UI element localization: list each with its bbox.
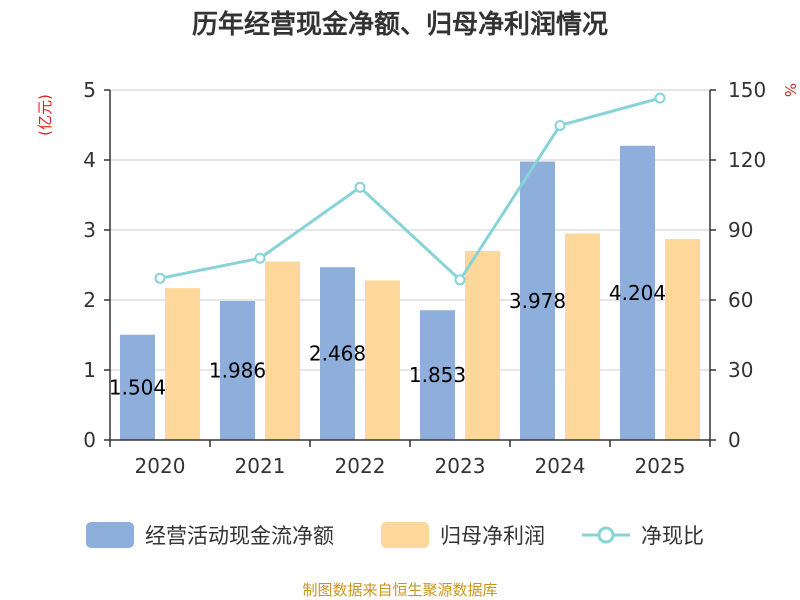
- bar-net-profit-2022: [365, 280, 400, 440]
- data-label-cash-flow-2020: 1.504: [109, 375, 166, 399]
- left-axis-tick-label: 4: [83, 148, 96, 172]
- right-axis-tick-label: 150: [728, 78, 766, 102]
- bar-net-profit-2025: [665, 239, 700, 440]
- right-axis-tick-label: 90: [728, 218, 753, 242]
- data-label-cash-flow-2022: 2.468: [309, 342, 366, 366]
- data-label-cash-flow-2024: 3.978: [509, 289, 566, 313]
- legend-swatch-net-profit: [381, 522, 429, 548]
- ratio-point-2021: [254, 252, 266, 264]
- ratio-point-2020: [154, 272, 166, 284]
- left-axis-unit: (亿元): [36, 94, 54, 136]
- net-profit-bars: [165, 233, 700, 440]
- ratio-point-2022: [354, 181, 366, 193]
- right-axis-unit: %: [781, 83, 799, 97]
- ratio-point-2024: [554, 119, 566, 131]
- ratio-point-2025: [654, 92, 666, 104]
- bar-cash-flow-2024: [520, 161, 555, 441]
- legend-marker-ratio: [597, 526, 615, 544]
- chart-title: 历年经营现金净额、归母净利润情况: [192, 9, 608, 40]
- data-label-cash-flow-2023: 1.853: [409, 363, 466, 387]
- left-axis-tick-label: 0: [83, 428, 96, 452]
- ratio-polyline: [159, 96, 661, 283]
- right-axis-tick-label: 30: [728, 358, 753, 382]
- bar-cash-flow-2020: [120, 334, 155, 440]
- left-axis-tick-label: 3: [83, 218, 96, 242]
- right-axis-tick-label: 0: [728, 428, 741, 452]
- bar-net-profit-2024: [565, 233, 600, 440]
- x-axis-tick-label: 2020: [135, 454, 186, 478]
- left-axis-tick-label: 2: [83, 288, 96, 312]
- gridlines: [110, 89, 710, 371]
- bar-cash-flow-2023: [420, 310, 455, 440]
- bar-net-profit-2020: [165, 288, 200, 440]
- bar-cash-flow-2021: [220, 300, 255, 440]
- legend-label-net-profit: 归母净利润: [440, 524, 545, 548]
- right-axis-tick-label: 60: [728, 288, 753, 312]
- left-axis-tick-label: 1: [83, 358, 96, 382]
- bar-cash-flow-2025: [620, 145, 655, 440]
- data-source: 制图数据来自恒生聚源数据库: [302, 581, 497, 599]
- bar-cash-flow-2022: [320, 267, 355, 440]
- cash-flow-bars: [120, 145, 655, 441]
- x-axis-tick-label: 2024: [535, 454, 586, 478]
- axes: 0 0 1 30 2 60 3 90 4 120 5 150 2020 2021 2022 2023 2024 2…: [83, 78, 766, 478]
- ratio-line: [154, 92, 666, 286]
- bar-net-profit-2023: [465, 251, 500, 440]
- x-axis-tick-label: 2025: [635, 454, 686, 478]
- x-axis-tick-label: 2021: [235, 454, 286, 478]
- right-axis-tick-label: 120: [728, 148, 766, 172]
- legend: 经营活动现金流净额 归母净利润 净现比: [86, 522, 704, 548]
- bar-net-profit-2021: [265, 261, 300, 440]
- left-axis-tick-label: 5: [83, 78, 96, 102]
- legend-label-cash-flow: 经营活动现金流净额: [145, 524, 334, 548]
- data-labels: 1.504 1.986 2.468 1.853 3.978 4.204: [109, 281, 666, 400]
- x-axis-tick-label: 2022: [335, 454, 386, 478]
- x-axis-tick-label: 2023: [435, 454, 486, 478]
- legend-swatch-cash-flow: [86, 522, 134, 548]
- data-label-cash-flow-2021: 1.986: [209, 358, 266, 382]
- legend-label-ratio: 净现比: [641, 524, 704, 548]
- ratio-point-2023: [454, 274, 466, 286]
- data-label-cash-flow-2025: 4.204: [609, 281, 666, 305]
